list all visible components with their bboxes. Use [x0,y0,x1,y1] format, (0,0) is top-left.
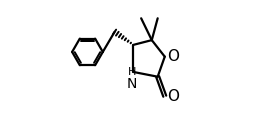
Text: O: O [167,89,179,104]
Text: H: H [128,67,136,77]
Text: N: N [127,77,137,91]
Text: O: O [167,49,179,64]
